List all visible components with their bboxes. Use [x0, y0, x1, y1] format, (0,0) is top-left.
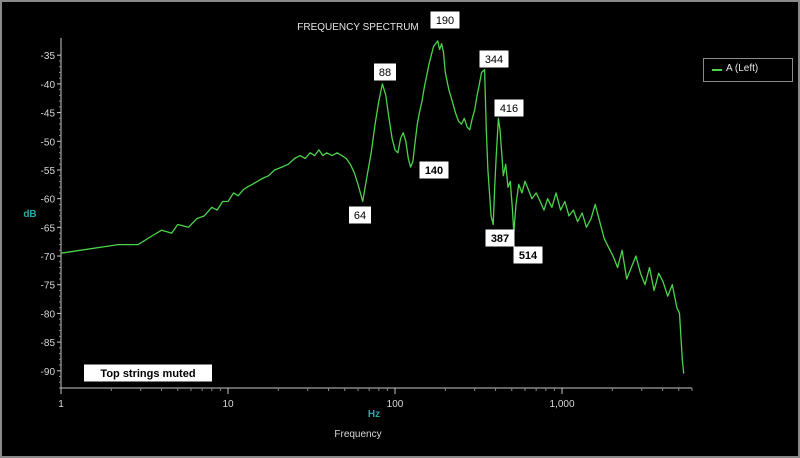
y-tick-label: -45: [41, 109, 56, 120]
annotation-label: 344: [485, 54, 503, 66]
annotation-box: [513, 246, 543, 264]
legend: A (Left): [703, 58, 793, 82]
annotation-box: [419, 161, 449, 179]
annotation-box: [479, 50, 509, 68]
annotation-label: 140: [425, 165, 443, 177]
annotation-box: [430, 11, 460, 29]
annotation-label: 190: [436, 15, 454, 27]
annotation-box: [494, 99, 524, 117]
x-tick-label: 1: [58, 399, 64, 410]
y-tick-label: -60: [41, 195, 56, 206]
annotation-box: [374, 63, 396, 81]
x-tick-label: 1,000: [550, 399, 575, 410]
annotation-box: [349, 206, 371, 224]
series-line-0: [60, 40, 685, 374]
annotation-label: 514: [519, 250, 538, 262]
annotation-box: [485, 229, 515, 247]
series-layer: [60, 40, 685, 374]
legend-item-label: A (Left): [726, 63, 759, 74]
y-tick-label: -70: [41, 252, 56, 263]
x-tick-label: 10: [222, 399, 234, 410]
annotation-label: Top strings muted: [100, 368, 195, 380]
y-tick-label: -80: [41, 309, 56, 320]
y-tick-label: -35: [41, 51, 56, 62]
y-tick-label: -85: [41, 338, 56, 349]
annotation-label: 64: [354, 210, 366, 222]
y-axis-label: dB: [23, 209, 36, 220]
x-axis-label: Frequency: [334, 429, 381, 440]
legend-swatch: [712, 69, 722, 71]
y-axis-ticks: -35 -40 -45 -50 -55 -60 -65 -70 -75 -80 -85 -90: [41, 51, 61, 389]
x-axis-unit: Hz: [368, 409, 380, 420]
annotation-layer: 88 190 344 416 140 64 387 514 Top strings muted: [84, 11, 543, 382]
x-axis-ticks: 1 10 100 1,000: [58, 388, 693, 410]
y-tick-label: -75: [41, 281, 56, 292]
plot-axes: [60, 38, 692, 389]
y-tick-label: -65: [41, 223, 56, 234]
y-tick-label: -55: [41, 166, 56, 177]
annotation-label: 416: [500, 103, 518, 115]
y-tick-label: -50: [41, 137, 56, 148]
annotation-box: [84, 364, 212, 382]
x-tick-label: 100: [387, 399, 404, 410]
chart-title: FREQUENCY SPECTRUM: [297, 22, 419, 33]
y-tick-label: -40: [41, 80, 56, 91]
annotation-label: 88: [379, 67, 391, 79]
y-tick-label: -90: [41, 367, 56, 378]
annotation-label: 387: [491, 233, 509, 245]
